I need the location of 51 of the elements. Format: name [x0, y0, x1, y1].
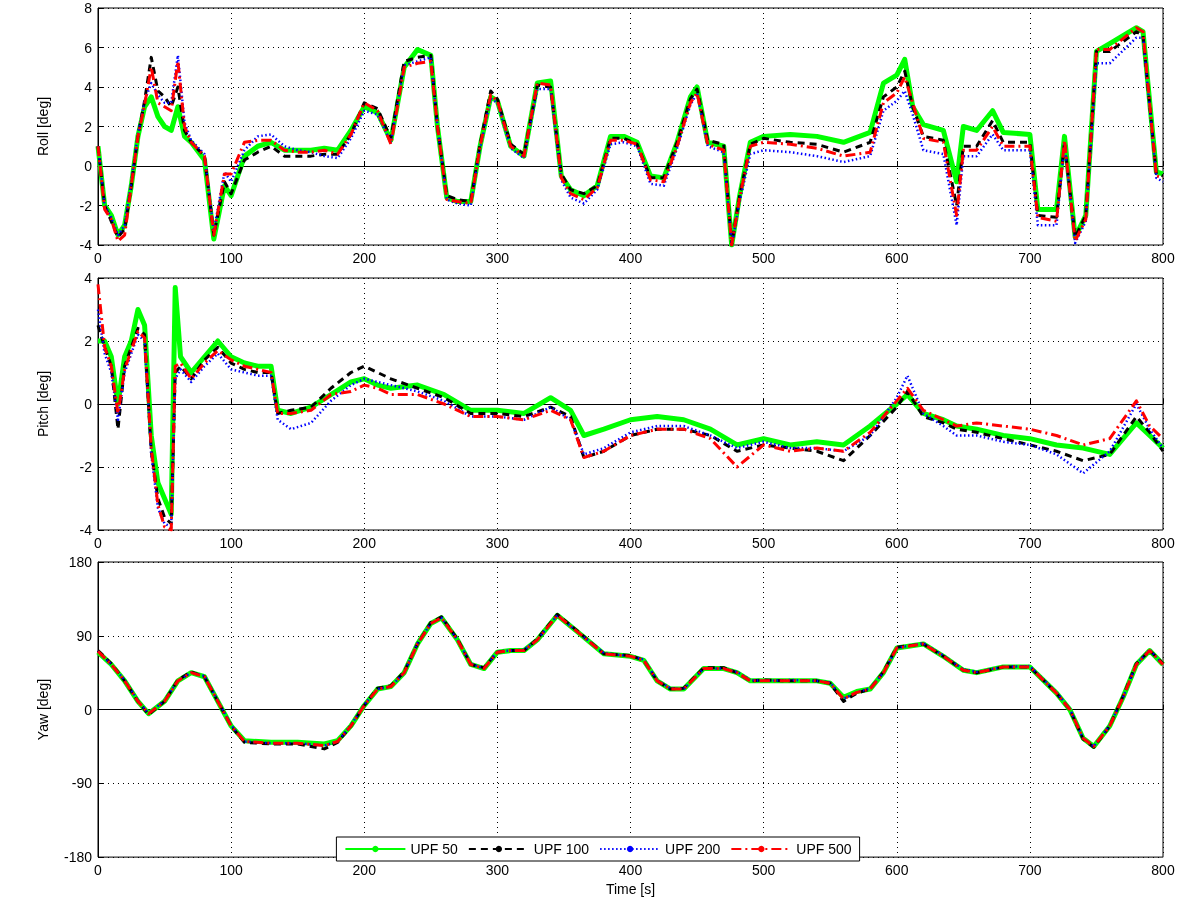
legend-label: UPF 500: [796, 841, 852, 857]
x-tick-label: 100: [219, 535, 244, 551]
x-tick-label: 500: [751, 250, 776, 266]
y-tick-label: 2: [84, 118, 93, 135]
x-tick-label: 600: [885, 862, 909, 879]
x-tick-label: 400: [618, 250, 643, 266]
y-axis-title: Roll [deg]: [35, 96, 51, 157]
x-tick-label: 800: [1151, 862, 1175, 879]
y-tick-label: 4: [84, 79, 93, 95]
y-tick-label: 0: [84, 158, 93, 174]
y-tick-label: 180: [68, 554, 93, 570]
y-tick-label: -4: [79, 522, 93, 538]
y-tick-label: -4: [79, 237, 93, 253]
x-tick-label: 800: [1151, 535, 1175, 551]
x-tick-label: 300: [485, 862, 510, 879]
x-tick-label: 200: [352, 250, 377, 266]
y-tick-label: -2: [79, 459, 93, 475]
x-tick-label: 700: [1018, 535, 1042, 551]
y-tick-label: 90: [76, 627, 93, 644]
y-tick-label: 0: [84, 701, 93, 718]
x-tick-label: 400: [618, 862, 643, 879]
y-tick-label: 6: [84, 39, 93, 56]
legend-label: UPF 200: [665, 841, 721, 857]
y-tick-label: -2: [79, 197, 93, 214]
x-tick-label: 0: [94, 535, 103, 551]
x-tick-label: 600: [885, 250, 909, 266]
x-tick-label: 200: [352, 535, 377, 551]
x-tick-label: 300: [485, 250, 510, 266]
x-axis-title: Time [s]: [605, 881, 656, 897]
x-tick-label: 100: [219, 862, 244, 879]
x-tick-label: 0: [94, 250, 103, 266]
y-tick-label: 8: [84, 0, 93, 16]
x-tick-label: 700: [1018, 250, 1042, 266]
x-tick-label: 200: [352, 862, 377, 879]
y-tick-label: -180: [63, 849, 93, 866]
x-tick-label: 100: [219, 250, 244, 266]
legend-label: UPF 100: [533, 841, 590, 857]
x-tick-label: 700: [1018, 862, 1042, 879]
y-tick-label: 0: [84, 396, 93, 412]
y-tick-label: 4: [84, 270, 93, 286]
x-tick-label: 500: [751, 535, 776, 551]
x-tick-label: 800: [1151, 250, 1175, 266]
x-tick-label: 400: [618, 535, 643, 551]
y-axis-title: Yaw [deg]: [35, 678, 51, 741]
y-tick-label: -90: [71, 775, 93, 792]
y-axis-title: Pitch [deg]: [35, 370, 51, 438]
x-tick-label: 300: [485, 535, 510, 551]
legend-label: UPF 50: [410, 841, 459, 857]
y-tick-label: 2: [84, 333, 93, 349]
x-tick-label: 500: [751, 862, 776, 879]
x-tick-label: 600: [885, 535, 909, 551]
